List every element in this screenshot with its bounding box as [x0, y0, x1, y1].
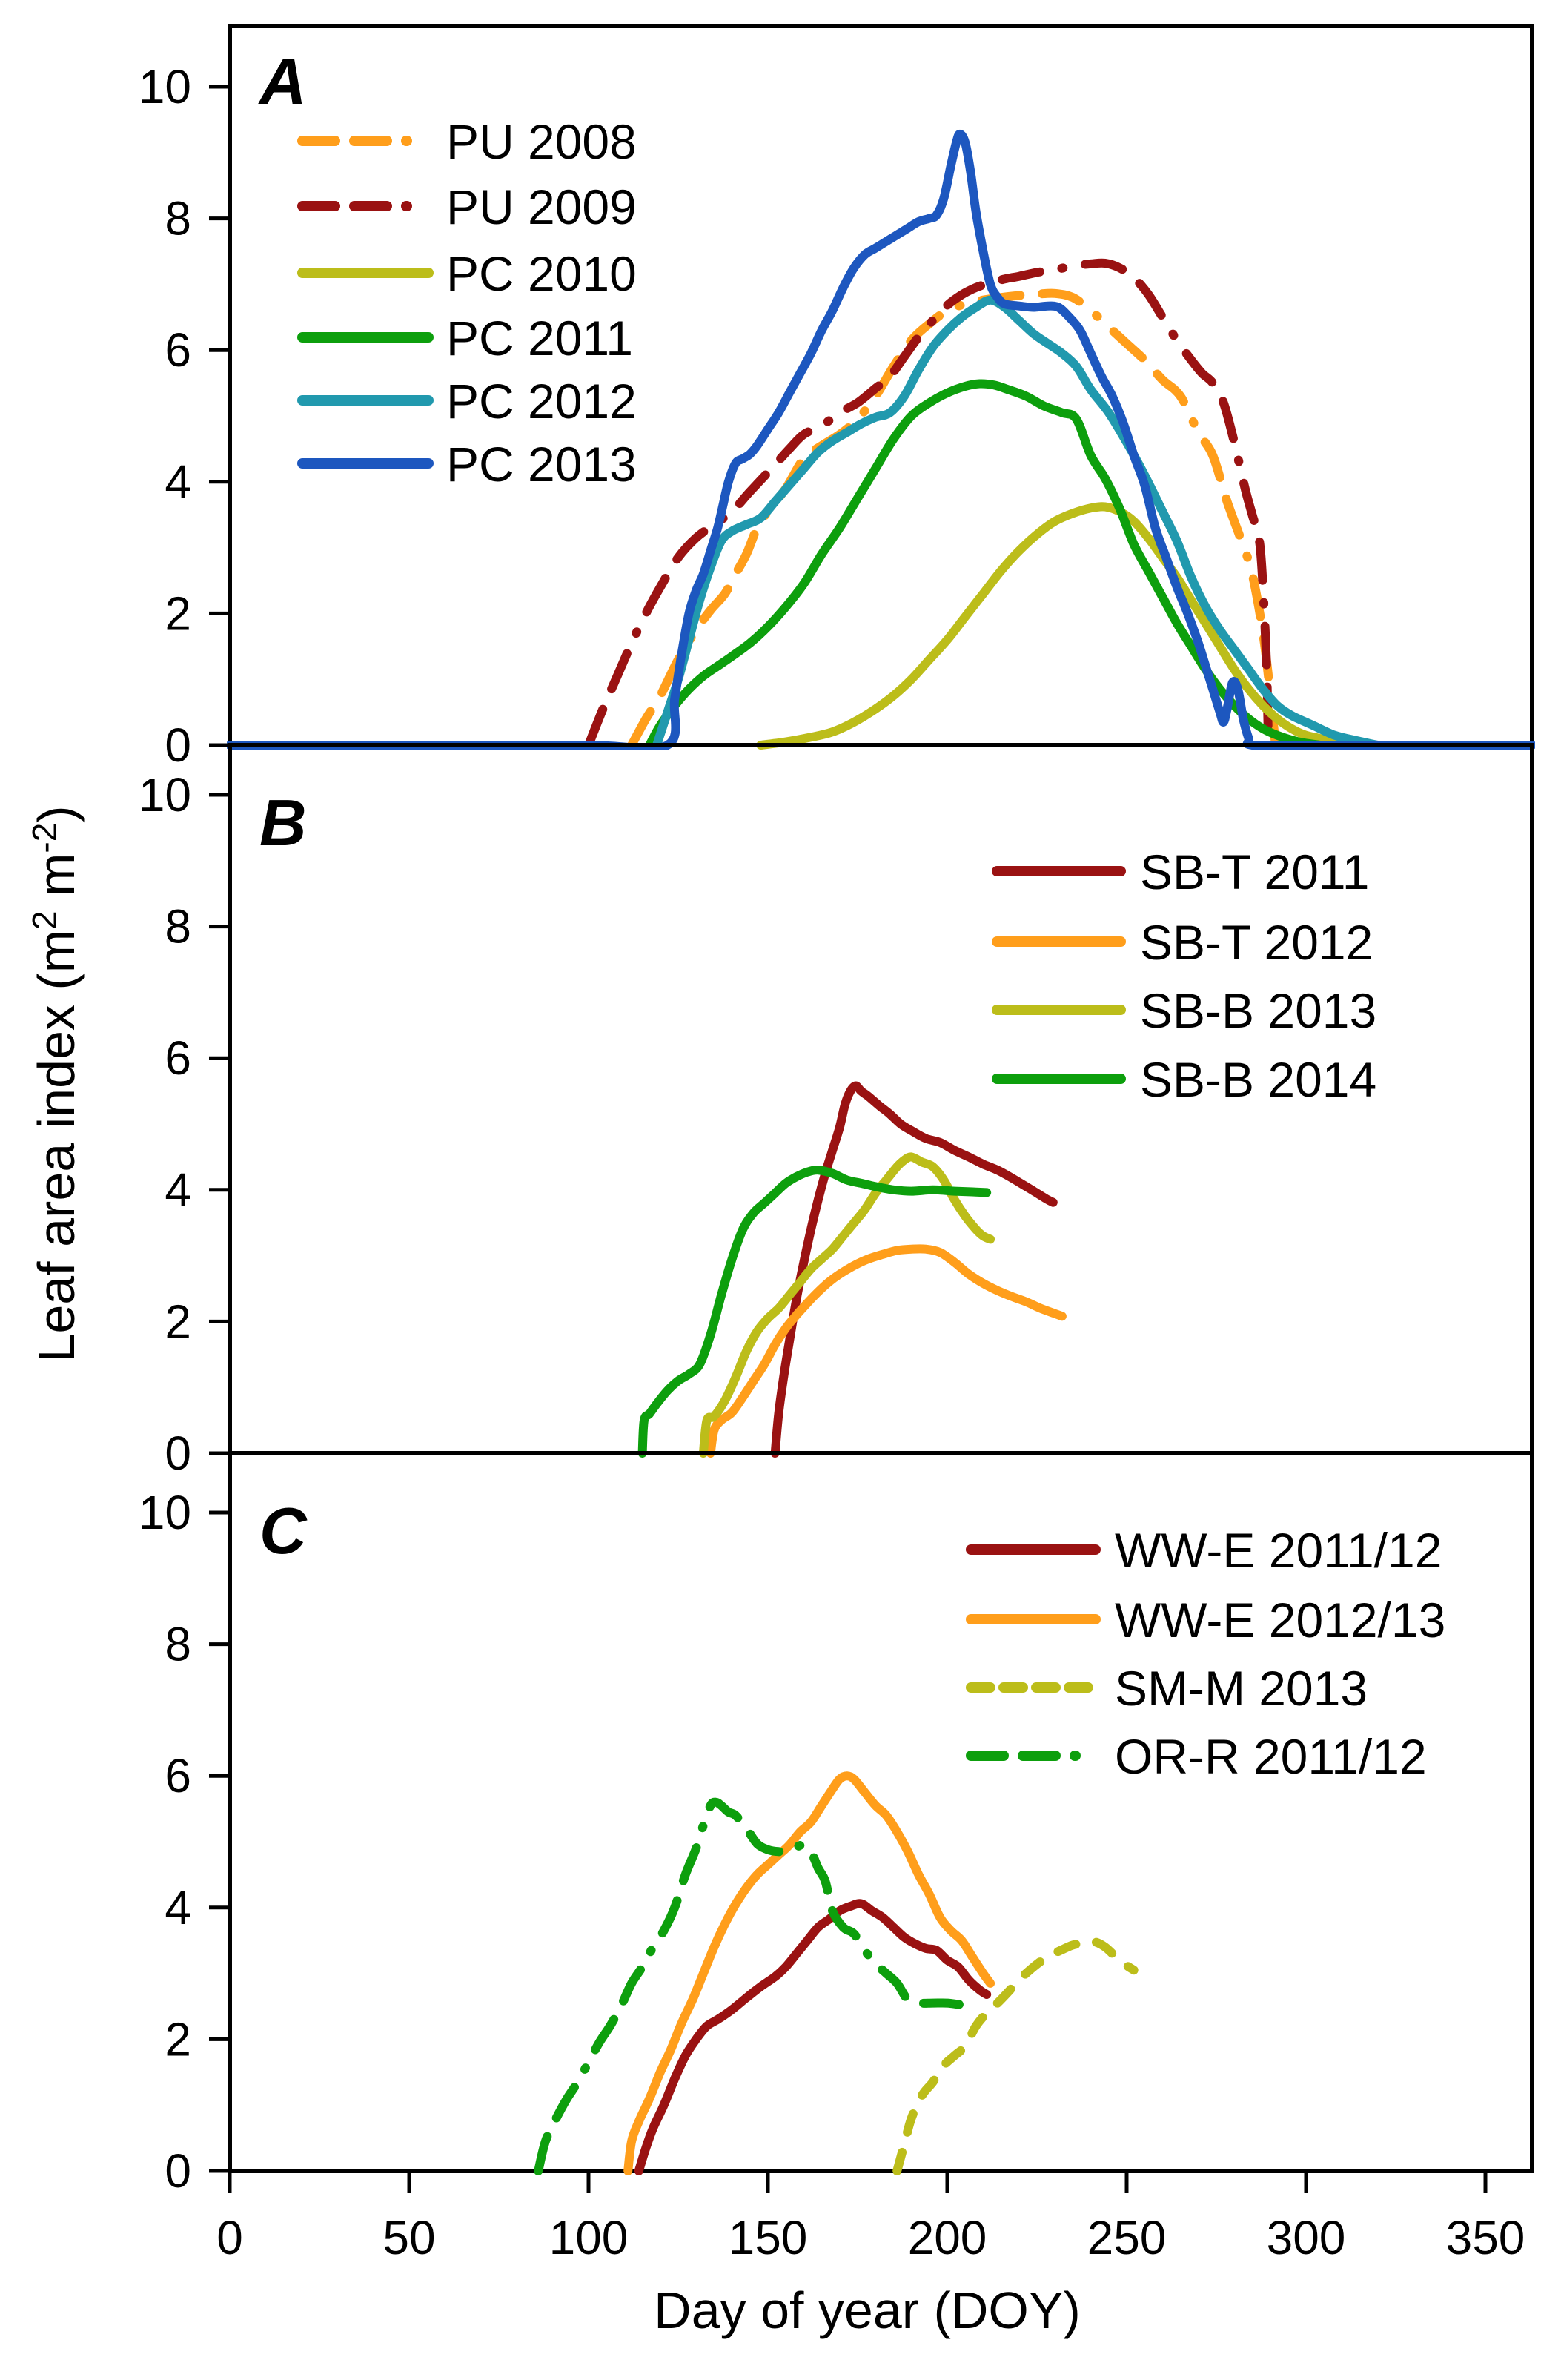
legend-label: OR-R 2011/12	[1115, 1729, 1427, 1784]
y-tick-label: 2	[165, 1295, 191, 1348]
x-axis: 0 50 100 150 200 250 300 350 Day of year (DOY)	[216, 2171, 1525, 2339]
panel-A-legend: PU 2008 PU 2009 PC 2010 PC 2011 PC 2012 PC 20…	[297, 114, 637, 492]
legend-label: PU 2009	[446, 179, 637, 234]
legend-label: SB-T 2011	[1140, 844, 1369, 899]
legend-label: SB-B 2013	[1140, 983, 1376, 1038]
y-tick-label: 10	[139, 60, 191, 113]
y-tick-label: 8	[165, 900, 191, 953]
series-line-pc-2011	[645, 379, 1325, 750]
panel-A: 0 2 4 6 8 10 A PU 2008 PU 2009 PC 2010 PC 2011 PC 2…	[139, 24, 1535, 772]
series-line-sb-t-2012	[706, 1244, 1067, 1458]
panel-C-series	[534, 1771, 1139, 2175]
y-axis-title-superscript: -2	[25, 823, 64, 853]
series-line-sb-t-2011	[770, 1081, 1058, 1458]
panel-letter-B: B	[259, 786, 307, 859]
y-axis-title-segment: )	[27, 805, 85, 822]
legend-label: PC 2013	[446, 437, 637, 492]
y-axis-title: Leaf area index (m2 m-2)	[25, 805, 85, 1362]
panel-letter-C: C	[259, 1494, 308, 1567]
series-line-pc-2012	[652, 295, 1382, 750]
y-tick-label: 6	[165, 1031, 191, 1085]
series-line-sm-m-2013	[892, 1937, 1139, 2175]
series-line-or-r-2011-12	[534, 1797, 970, 2175]
panel-C-frame	[228, 1451, 1534, 2173]
legend-label: SM-M 2013	[1115, 1661, 1368, 1716]
y-tick-label: 2	[165, 586, 191, 640]
y-tick-label: 8	[165, 192, 191, 245]
y-tick-label: 2	[165, 2012, 191, 2066]
x-tick-label: 350	[1446, 2211, 1525, 2264]
x-tick-label: 250	[1087, 2211, 1167, 2264]
y-tick-label: 6	[165, 1749, 191, 1802]
series-line-pc-2013	[227, 129, 1535, 750]
legend-label: SB-B 2014	[1140, 1052, 1376, 1107]
y-tick-label: 10	[139, 1486, 191, 1539]
legend-label: WW-E 2012/13	[1115, 1593, 1445, 1647]
x-tick-label: 100	[549, 2211, 629, 2264]
panel-C-legend: WW-E 2011/12 WW-E 2012/13 SM-M 2013 OR-R 20…	[966, 1523, 1445, 1784]
y-axis-title-superscript: 2	[25, 910, 64, 930]
legend-label: WW-E 2011/12	[1115, 1523, 1442, 1578]
series-line-sb-b-2013	[698, 1152, 995, 1458]
series-line-pu-2009	[584, 258, 1273, 750]
y-tick-label: 0	[165, 1427, 191, 1480]
series-line-ww-e-2012-13	[623, 1771, 995, 2175]
panel-B-legend: SB-T 2011 SB-T 2012 SB-B 2013 SB-B 2014	[992, 844, 1376, 1107]
series-line-ww-e-2011-12	[634, 1899, 992, 2175]
series-line-pc-2010	[756, 502, 1376, 750]
y-tick-label: 6	[165, 323, 191, 377]
panel-B-series	[637, 1081, 1067, 1458]
y-tick-label: 4	[165, 1163, 191, 1217]
y-tick-label: 4	[165, 1881, 191, 1934]
y-tick-label: 0	[165, 718, 191, 772]
x-tick-label: 200	[908, 2211, 987, 2264]
legend-label: PC 2012	[446, 374, 637, 429]
legend-label: SB-T 2012	[1140, 915, 1373, 970]
series-line-pu-2008	[627, 288, 1280, 750]
x-tick-label: 300	[1267, 2211, 1346, 2264]
panel-B: 0 2 4 6 8 10 B SB-T 2011 SB-T 2012 SB-B 2013 SB-B …	[139, 743, 1534, 1480]
y-tick-label: 8	[165, 1618, 191, 1671]
y-axis-title-segment: Leaf area index (m	[27, 930, 85, 1363]
y-tick-label: 0	[165, 2144, 191, 2198]
x-tick-label: 0	[216, 2211, 243, 2264]
series-line-sb-b-2014	[637, 1166, 992, 1458]
x-axis-title: Day of year (DOY)	[654, 2281, 1081, 2339]
panel-letter-A: A	[258, 44, 307, 118]
x-tick-label: 50	[382, 2211, 435, 2264]
y-axis-title-segment: m	[27, 853, 85, 911]
y-tick-label: 4	[165, 455, 191, 509]
y-tick-label: 10	[139, 768, 191, 822]
x-tick-label: 150	[729, 2211, 808, 2264]
panel-C: 0 2 4 6 8 10 C WW-E 2011/12 WW-E 2012/13 SM-M 201…	[139, 1451, 1534, 2198]
panel-A-series	[227, 129, 1535, 750]
legend-label: PC 2011	[446, 311, 633, 366]
legend-label: PC 2010	[446, 246, 637, 301]
legend-label: PU 2008	[446, 114, 637, 169]
